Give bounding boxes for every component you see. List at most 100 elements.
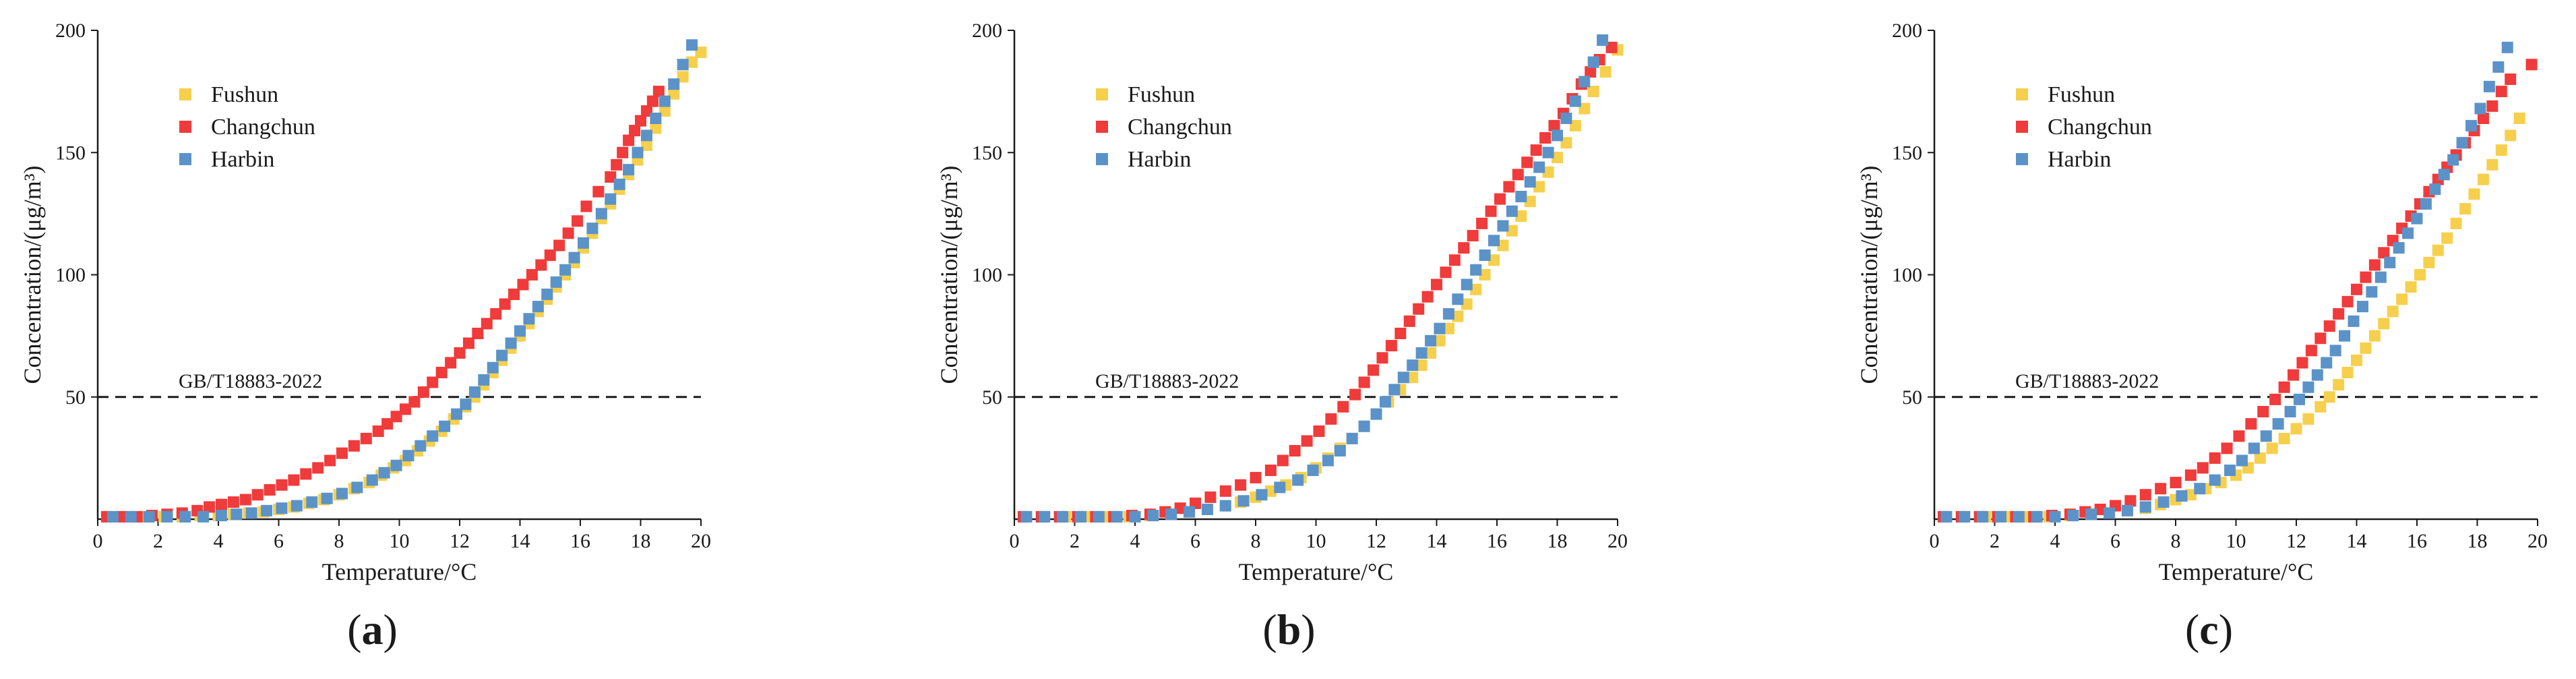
data-point-fushun xyxy=(1452,310,1464,322)
data-point-changchun xyxy=(1440,266,1452,278)
data-point-fushun xyxy=(1552,152,1563,163)
y-tick-label: 50 xyxy=(65,386,86,409)
data-point-harbin xyxy=(1397,372,1409,384)
data-point-fushun xyxy=(2495,144,2507,156)
data-point-harbin xyxy=(1039,510,1051,523)
data-point-harbin xyxy=(1201,504,1213,515)
legend-marker-fushun xyxy=(1096,88,1108,100)
data-point-changchun xyxy=(2378,247,2390,259)
data-point-fushun xyxy=(2405,281,2417,293)
x-tick-label: 2 xyxy=(153,530,163,552)
data-point-changchun xyxy=(635,115,646,127)
data-point-changchun xyxy=(652,86,665,98)
data-point-harbin xyxy=(1569,95,1581,107)
data-point-changchun xyxy=(239,494,251,506)
data-point-harbin xyxy=(125,510,137,523)
data-point-harbin xyxy=(1165,508,1177,521)
data-point-harbin xyxy=(568,252,580,264)
y-tick-label: 200 xyxy=(1892,20,1922,42)
data-point-harbin xyxy=(2483,80,2495,92)
data-point-fushun xyxy=(1488,254,1500,266)
data-point-fushun xyxy=(1470,283,1482,295)
data-point-harbin xyxy=(378,467,390,479)
x-tick-label: 16 xyxy=(570,530,590,552)
data-point-changchun xyxy=(2314,332,2327,345)
data-point-harbin xyxy=(478,374,490,386)
series-changchun xyxy=(1937,59,2538,523)
data-point-harbin xyxy=(2374,271,2387,283)
data-point-harbin xyxy=(1346,432,1358,444)
data-point-changchun xyxy=(2368,259,2381,271)
data-point-changchun xyxy=(1325,413,1337,425)
data-point-changchun xyxy=(1174,502,1186,514)
data-point-harbin xyxy=(245,507,257,519)
data-point-harbin xyxy=(1533,161,1545,173)
data-point-changchun xyxy=(360,432,372,444)
data-point-changchun xyxy=(611,158,623,171)
data-point-harbin xyxy=(1415,347,1428,359)
data-point-harbin xyxy=(1184,506,1196,518)
x-axis-label: Temperature/°C xyxy=(2159,558,2314,585)
y-tick-label: 150 xyxy=(972,142,1002,164)
data-point-harbin xyxy=(1940,510,1953,523)
data-point-changchun xyxy=(2257,406,2269,417)
data-point-changchun xyxy=(1467,230,1479,241)
data-point-fushun xyxy=(1506,225,1518,237)
data-point-harbin xyxy=(2420,198,2432,210)
data-point-changchun xyxy=(572,215,584,227)
data-point-changchun xyxy=(1503,181,1515,193)
data-point-changchun xyxy=(462,337,474,349)
data-point-harbin xyxy=(106,510,119,523)
data-point-fushun xyxy=(668,88,680,100)
chart-panel-b: 0 2 4 6 8 10 12 14 16 18 20 50 100 150 200 Temperature/… xyxy=(936,20,1628,653)
data-point-fushun xyxy=(2459,203,2472,215)
data-point-harbin xyxy=(523,313,535,325)
data-point-harbin xyxy=(2474,102,2486,115)
data-point-harbin xyxy=(451,408,463,420)
data-point-changchun xyxy=(640,105,652,117)
x-tick-label: 14 xyxy=(510,530,530,552)
data-point-fushun xyxy=(1524,196,1536,208)
x-tick-label: 2 xyxy=(1990,530,2000,552)
data-point-harbin xyxy=(1497,220,1509,232)
data-point-fushun xyxy=(2414,269,2426,281)
data-point-changchun xyxy=(1403,315,1415,327)
legend-label-harbin: Harbin xyxy=(2048,147,2111,172)
legend-label-fushun: Fushun xyxy=(2048,82,2115,107)
data-point-changchun xyxy=(204,501,216,513)
reference-label: GB/T18883-2022 xyxy=(179,370,322,392)
data-point-changchun xyxy=(2525,59,2538,71)
data-point-harbin xyxy=(2209,474,2221,486)
data-point-changchun xyxy=(2278,381,2290,393)
series-harbin xyxy=(1940,41,2513,523)
data-point-harbin xyxy=(1379,396,1391,408)
data-point-harbin xyxy=(231,508,243,521)
data-point-changchun xyxy=(454,347,466,359)
legend-marker-fushun xyxy=(179,88,191,100)
data-point-fushun xyxy=(2441,232,2453,244)
legend-marker-changchun xyxy=(1096,121,1108,133)
data-point-changchun xyxy=(1277,454,1289,467)
data-point-fushun xyxy=(2387,305,2399,318)
data-point-fushun xyxy=(2450,217,2462,229)
data-point-changchun xyxy=(2094,504,2106,515)
data-point-fushun xyxy=(2513,113,2525,124)
legend-label-changchun: Changchun xyxy=(211,115,315,140)
data-point-changchun xyxy=(2351,283,2362,295)
data-point-changchun xyxy=(288,474,300,486)
data-point-changchun xyxy=(508,289,520,300)
data-point-changchun xyxy=(1476,217,1488,229)
series-fushun xyxy=(1017,44,1624,523)
data-point-harbin xyxy=(1515,191,1527,202)
data-point-fushun xyxy=(1442,322,1454,334)
x-tick-label: 18 xyxy=(1547,530,1568,552)
data-point-harbin xyxy=(532,301,544,313)
data-point-harbin xyxy=(496,349,508,361)
data-point-harbin xyxy=(1147,510,1159,522)
data-point-harbin xyxy=(1506,205,1518,217)
y-axis-label: Concentration/(μg/m³) xyxy=(19,165,46,384)
data-point-harbin xyxy=(2272,418,2284,430)
data-point-changchun xyxy=(517,278,529,291)
x-tick-label: 12 xyxy=(2286,530,2306,552)
data-point-changchun xyxy=(2139,489,2151,501)
